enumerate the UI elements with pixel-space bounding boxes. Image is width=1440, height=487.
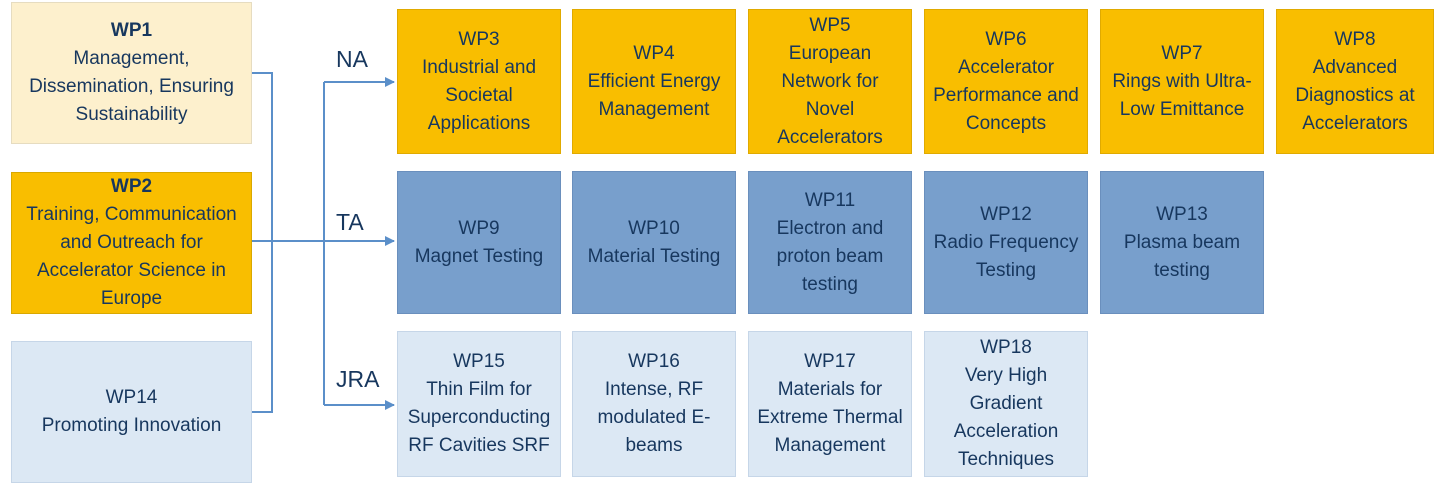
wp9-box: WP9 Magnet Testing (397, 171, 561, 314)
wp12-text: WP12 Radio Frequency Testing (933, 203, 1079, 281)
wp11-text: WP11 Electron and proton beam testing (776, 189, 884, 295)
wp4-text: WP4 Efficient Energy Management (587, 42, 721, 120)
wp15-text: WP15 Thin Film for Superconducting RF Ca… (407, 351, 551, 456)
wp1-connector (252, 72, 273, 241)
wp8-box: WP8 Advanced Diagnostics at Accelerators (1276, 9, 1434, 154)
wp6-box: WP6 Accelerator Performance and Concepts (924, 9, 1088, 154)
wp5-text: WP5 European Network for Novel Accelerat… (777, 14, 883, 148)
wp1-text: Management, Dissemination, Ensuring Sust… (29, 48, 234, 125)
wp15-box: WP15 Thin Film for Superconducting RF Ca… (397, 331, 561, 477)
wp8-text: WP8 Advanced Diagnostics at Accelerators (1295, 28, 1415, 134)
wp13-text: WP13 Plasma beam testing (1123, 203, 1241, 281)
category-jra: JRA (336, 366, 380, 392)
wp3-box: WP3 Industrial and Societal Applications (397, 9, 561, 154)
wp12-box: WP12 Radio Frequency Testing (924, 171, 1088, 314)
wp14-connector (252, 241, 273, 413)
wp18-box: WP18 Very High Gradient Acceleration Tec… (924, 331, 1088, 477)
wp3-text: WP3 Industrial and Societal Applications (421, 28, 537, 134)
wp7-text: WP7 Rings with Ultra- Low Emittance (1112, 42, 1252, 120)
wp6-text: WP6 Accelerator Performance and Concepts (933, 28, 1079, 134)
wp17-text: WP17 Materials for Extreme Thermal Manag… (757, 351, 903, 456)
wp11-box: WP11 Electron and proton beam testing (748, 171, 912, 314)
wp13-box: WP13 Plasma beam testing (1100, 171, 1264, 314)
wp18-text: WP18 Very High Gradient Acceleration Tec… (953, 337, 1059, 470)
wp1-box: WP1 Management, Dissemination, Ensuring … (11, 2, 252, 144)
wp14-text: WP14 Promoting Innovation (41, 387, 222, 436)
wp2-id: WP2 (110, 176, 153, 197)
category-na: NA (336, 46, 368, 72)
wp16-text: WP16 Intense, RF modulated E- beams (597, 351, 711, 456)
wp16-box: WP16 Intense, RF modulated E- beams (572, 331, 736, 477)
wp2-text: Training, Communication and Outreach for… (26, 204, 237, 309)
wp17-box: WP17 Materials for Extreme Thermal Manag… (748, 331, 912, 477)
wp1-id: WP1 (110, 20, 153, 41)
wp2-box: WP2 Training, Communication and Outreach… (11, 172, 252, 314)
wp14-box: WP14 Promoting Innovation (11, 341, 252, 483)
wp9-text: WP9 Magnet Testing (414, 217, 544, 267)
wp4-box: WP4 Efficient Energy Management (572, 9, 736, 154)
wp10-box: WP10 Material Testing (572, 171, 736, 314)
wp5-box: WP5 European Network for Novel Accelerat… (748, 9, 912, 154)
category-ta: TA (336, 209, 364, 235)
wp7-box: WP7 Rings with Ultra- Low Emittance (1100, 9, 1264, 154)
wp10-text: WP10 Material Testing (587, 217, 721, 267)
